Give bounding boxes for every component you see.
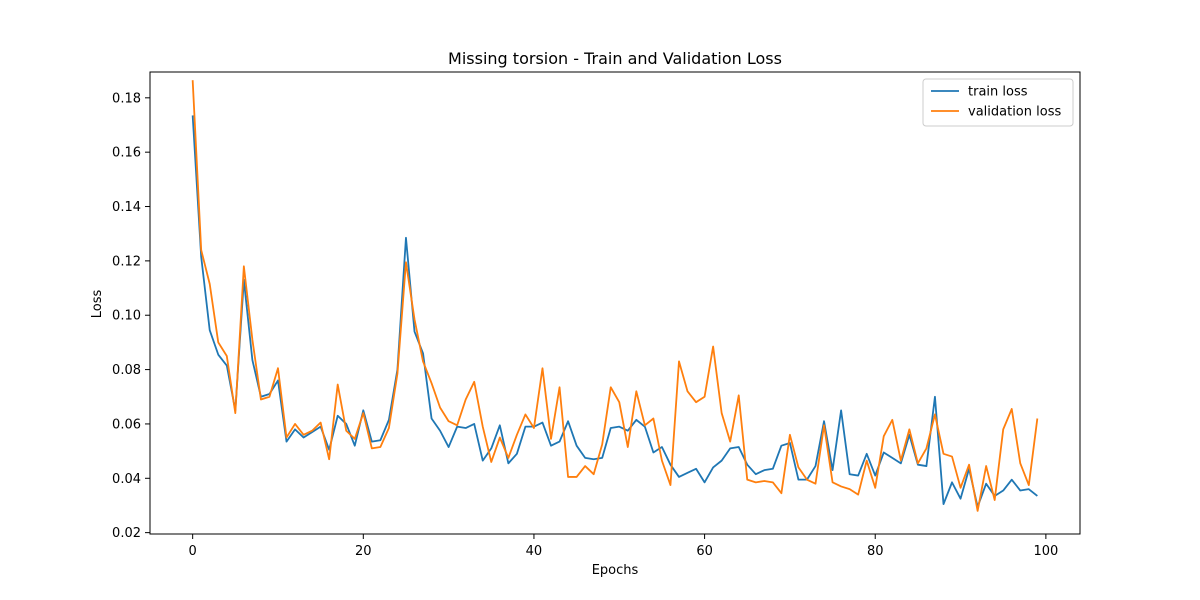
- legend-label: validation loss: [968, 105, 1061, 120]
- y-tick-label: 0.06: [112, 417, 141, 432]
- x-tick-label: 100: [1033, 544, 1058, 559]
- series-line-validation-loss: [191, 80, 1039, 512]
- series-line-train-loss: [191, 115, 1038, 508]
- y-tick-label: 0.02: [112, 526, 141, 541]
- x-tick-label: 0: [189, 544, 197, 559]
- y-tick-label: 0.04: [112, 472, 141, 487]
- series-layer: [191, 80, 1039, 512]
- y-tick-label: 0.18: [112, 91, 141, 106]
- x-tick-label: 40: [526, 544, 543, 559]
- x-tick-label: 20: [355, 544, 372, 559]
- legend-box: [922, 78, 1074, 127]
- legend: train loss validation loss: [922, 78, 1074, 127]
- legend-label: train loss: [968, 85, 1028, 100]
- y-axis-title: Loss: [90, 290, 105, 319]
- y-tick-label: 0.10: [112, 309, 141, 324]
- y-tick-label: 0.14: [112, 200, 141, 215]
- x-tick-label: 80: [867, 544, 884, 559]
- y-tick-label: 0.12: [112, 254, 141, 269]
- plot-frame: [149, 71, 1081, 535]
- ticks-layer: 0 20 40 60 80 100 0.02 0.04 0.06 0.08 0.10 0.12 0.14…: [112, 91, 1058, 559]
- x-axis-title: Epochs: [592, 563, 639, 578]
- y-tick-label: 0.16: [112, 146, 141, 161]
- y-tick-label: 0.08: [112, 363, 141, 378]
- x-tick-label: 60: [696, 544, 713, 559]
- chart-title: Missing torsion - Train and Validation L…: [448, 49, 782, 68]
